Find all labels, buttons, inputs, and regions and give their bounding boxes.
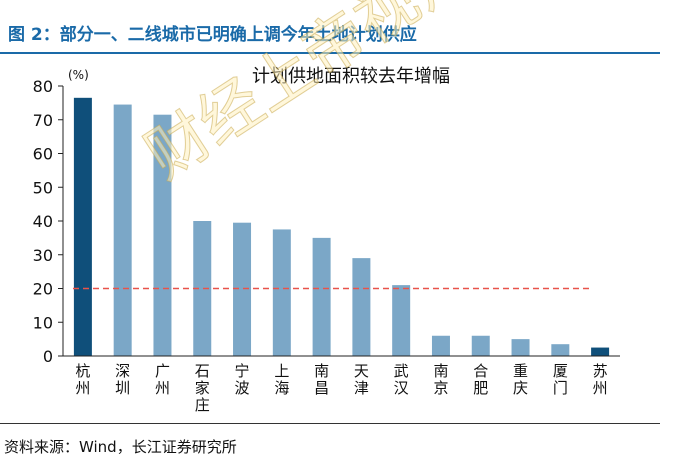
y-tick-label: 80 <box>33 77 53 96</box>
x-tick-label: 合肥 <box>473 362 488 397</box>
x-tick-label: 重庆 <box>513 362 528 397</box>
footer-rule <box>0 423 660 424</box>
title-rule <box>0 52 660 54</box>
y-tick-label: 40 <box>33 212 53 231</box>
bar-5 <box>272 229 291 356</box>
y-axis: 0 10 20 30 40 50 60 70 80 <box>33 77 64 366</box>
bar-6 <box>312 237 331 356</box>
x-tick-label: 苏州 <box>593 362 608 397</box>
y-tick-label: 10 <box>33 313 53 332</box>
bar-1 <box>113 104 132 356</box>
bar-0 <box>73 97 92 356</box>
x-tick-label: 南京 <box>433 362 448 397</box>
bar-7 <box>352 258 371 356</box>
bar-12 <box>551 344 570 356</box>
y-tick-label: 50 <box>33 178 53 197</box>
bar-chart: 计划供地面积较去年增幅 (%) 0 10 20 30 40 50 60 70 80 杭州深圳广州… <box>33 66 620 414</box>
y-tick-label: 70 <box>33 111 53 130</box>
bar-2 <box>153 114 172 356</box>
bar-11 <box>511 339 530 356</box>
x-tick-label: 杭州 <box>75 362 90 397</box>
y-tick-label: 60 <box>33 145 53 164</box>
x-tick-label: 石家庄 <box>195 362 210 414</box>
bar-8 <box>392 285 411 356</box>
bar-10 <box>471 335 490 356</box>
x-tick-label: 上海 <box>274 362 289 397</box>
bars <box>63 97 620 357</box>
chart-title: 计划供地面积较去年增幅 <box>252 66 450 87</box>
y-tick-label: 20 <box>33 280 53 299</box>
x-tick-label: 天津 <box>354 362 369 397</box>
x-tick-label: 广州 <box>155 362 170 397</box>
y-tick-label: 30 <box>33 246 53 265</box>
figure-title: 图 2：部分一、二线城市已明确上调今年土地计划供应 <box>8 25 417 45</box>
source-note: 资料来源：Wind，长江证券研究所 <box>4 438 237 456</box>
x-tick-label: 深圳 <box>115 362 130 397</box>
bar-9 <box>431 335 450 356</box>
bar-4 <box>233 222 252 356</box>
bar-3 <box>193 221 212 356</box>
x-tick-label: 武汉 <box>394 362 409 397</box>
bar-13 <box>591 347 610 356</box>
y-tick-label: 0 <box>43 347 53 366</box>
x-tick-label: 南昌 <box>314 362 329 397</box>
x-tick-label: 宁波 <box>235 362 250 397</box>
x-tick-label: 厦门 <box>553 362 568 397</box>
y-unit-label: (%) <box>68 68 89 82</box>
